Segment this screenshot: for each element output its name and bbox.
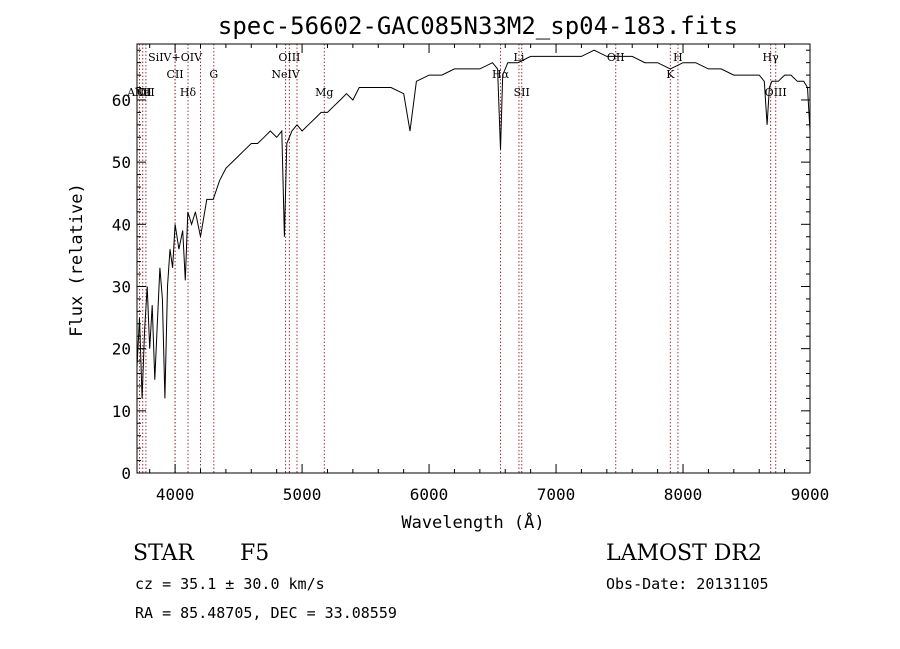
marker-label: SII xyxy=(514,86,530,99)
y-tick-label: 30 xyxy=(112,277,131,296)
object-class: STAR xyxy=(133,541,195,566)
x-tick-label: 5000 xyxy=(283,485,322,504)
redshift-readout: cz = 35.1 ± 30.0 km/s xyxy=(135,575,325,593)
x-tick-label: 7000 xyxy=(537,485,576,504)
y-axis: 0 10 20 30 40 50 60 xyxy=(112,49,810,483)
y-axis-label: Flux (relative) xyxy=(67,183,87,337)
x-tick-label: 4000 xyxy=(156,485,195,504)
marker-label: Ne xyxy=(135,86,151,99)
x-tick-label: 9000 xyxy=(791,485,830,504)
marker-label: Hα xyxy=(492,68,510,81)
marker-label: H xyxy=(673,51,683,64)
marker-label: Mg xyxy=(315,86,333,99)
plot-frame xyxy=(136,43,811,474)
marker-label: OIII xyxy=(765,86,787,99)
y-tick-label: 0 xyxy=(121,464,131,483)
object-subclass: F5 xyxy=(240,541,269,566)
observation-date: Obs-Date: 20131105 xyxy=(606,575,769,593)
x-tick-label: 8000 xyxy=(664,485,703,504)
marker-label: Hγ xyxy=(763,51,780,64)
y-tick-label: 40 xyxy=(112,215,131,234)
marker-label: OII xyxy=(137,86,155,99)
x-axis-label: Wavelength (Å) xyxy=(401,511,544,533)
marker-label: SiIV+OIV xyxy=(148,51,203,64)
marker-label: OIII xyxy=(278,51,300,64)
marker-label: AlIII xyxy=(126,86,152,99)
chart-title: spec-56602-GAC085N33M2_sp04-183.fits xyxy=(218,12,738,40)
marker-label: G xyxy=(209,68,218,81)
marker-label: Hδ xyxy=(180,86,197,99)
marker-label: Li xyxy=(514,51,525,64)
y-tick-label: 50 xyxy=(112,153,131,172)
spectral-line-labels: AlIIINeOIISiIV+OIVCIIHδGOIIINeIVMgHαLiSI… xyxy=(126,51,786,99)
marker-label: CII xyxy=(167,68,184,81)
x-tick-label: 6000 xyxy=(410,485,449,504)
survey-name: LAMOST DR2 xyxy=(606,541,762,566)
marker-label: K xyxy=(666,68,675,81)
marker-label: OII xyxy=(607,51,625,64)
marker-label: NeIV xyxy=(271,68,300,81)
y-tick-label: 20 xyxy=(112,340,131,359)
spectrum-line xyxy=(136,49,811,399)
spectral-line-markers xyxy=(139,44,777,473)
y-tick-label: 10 xyxy=(112,402,131,421)
y-tick-label: 60 xyxy=(112,91,131,110)
x-axis: 4000 5000 6000 7000 8000 9000 xyxy=(149,44,830,504)
coordinates-readout: RA = 85.48705, DEC = 33.08559 xyxy=(135,604,397,622)
